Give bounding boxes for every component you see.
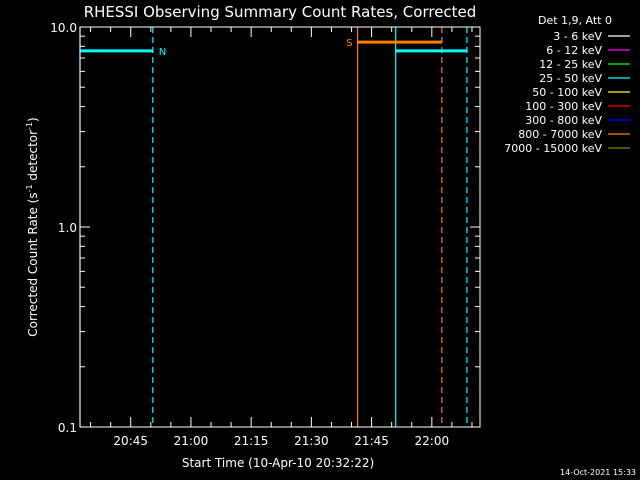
marker-lines <box>79 27 468 427</box>
y-axis-label: Corrected Count Rate (s-1 detector-1) <box>25 117 40 336</box>
axis-ticks: 0.1 1.0 10.0 20:45 21:00 21:15 21:30 21:45 22:00 <box>50 21 480 448</box>
y-tick-label-0: 0.1 <box>58 421 77 435</box>
legend-label-6: 300 - 800 keV <box>525 114 602 127</box>
flag-label-s: S <box>346 38 352 49</box>
legend-label-8: 7000 - 15000 keV <box>504 142 602 155</box>
plot-axes <box>79 26 481 428</box>
legend-label-0: 3 - 6 keV <box>553 30 602 43</box>
legend-header: Det 1,9, Att 0 <box>538 14 612 27</box>
x-tick-label-5: 22:00 <box>415 434 450 448</box>
plot-frame <box>79 26 481 428</box>
y-tick-label-2: 10.0 <box>50 21 77 35</box>
flag-bars: NS <box>80 38 467 58</box>
x-tick-label-0: 20:45 <box>113 434 148 448</box>
chart-title: RHESSI Observing Summary Count Rates, Co… <box>84 3 477 21</box>
timestamp: 14-Oct-2021 15:33 <box>560 468 636 477</box>
legend-label-1: 6 - 12 keV <box>546 44 602 57</box>
x-tick-label-1: 21:00 <box>174 434 209 448</box>
legend-label-7: 800 - 7000 keV <box>518 128 602 141</box>
legend-label-4: 50 - 100 keV <box>532 86 602 99</box>
legend-label-3: 25 - 50 keV <box>539 72 602 85</box>
x-tick-label-2: 21:15 <box>234 434 269 448</box>
flag-label-n: N <box>159 47 166 58</box>
legend-label-5: 100 - 300 keV <box>525 100 602 113</box>
x-tick-label-4: 21:45 <box>354 434 389 448</box>
legend-label-2: 12 - 25 keV <box>539 58 602 71</box>
y-tick-label-1: 1.0 <box>58 221 77 235</box>
x-tick-label-3: 21:30 <box>294 434 329 448</box>
x-axis-label: Start Time (10-Apr-10 20:32:22) <box>182 456 374 470</box>
